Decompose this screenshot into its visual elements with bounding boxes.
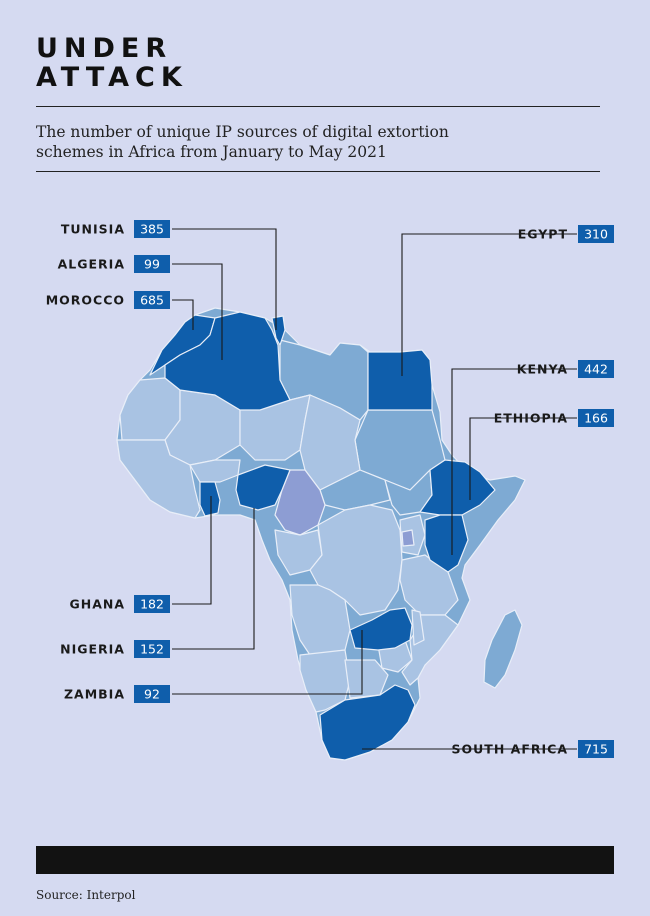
- south-africa: [319, 684, 416, 761]
- value-label: 99: [144, 257, 160, 272]
- title-line-2: ATTACK: [36, 62, 188, 93]
- value-label: 715: [584, 742, 608, 757]
- value-box: [578, 225, 614, 243]
- ghana: [199, 481, 221, 517]
- west-coast: [116, 439, 201, 519]
- mauritania: [119, 377, 181, 441]
- value-label: 152: [140, 642, 164, 657]
- country-label: TUNISIA: [61, 222, 125, 237]
- country-label: ALGERIA: [58, 257, 125, 272]
- leader-line: [469, 417, 577, 500]
- rwanda: [401, 529, 415, 547]
- value-box: [578, 740, 614, 758]
- callout-south-africa: 715 SOUTH AFRICA: [362, 740, 614, 758]
- subtitle-divider: [36, 171, 600, 172]
- callout-nigeria: 152 NIGERIA: [60, 508, 255, 658]
- callout-zambia: 92 ZAMBIA: [64, 630, 363, 703]
- algeria: [164, 311, 291, 411]
- malawi: [411, 609, 425, 646]
- value-box: [134, 640, 170, 658]
- subtitle: The number of unique IP sources of digit…: [36, 122, 556, 162]
- leader-line: [172, 263, 223, 360]
- value-box: [134, 685, 170, 703]
- value-label: 166: [584, 411, 608, 426]
- value-label: 685: [140, 293, 164, 308]
- callout-tunisia: 385 TUNISIA: [61, 220, 277, 330]
- kenya: [424, 514, 469, 573]
- value-box: [134, 595, 170, 613]
- angola: [289, 584, 351, 656]
- callout-ghana: 182 GHANA: [69, 496, 212, 613]
- source-note: Source: Interpol: [36, 888, 136, 902]
- leader-line: [451, 368, 577, 555]
- ethiopia: [419, 459, 496, 516]
- nigeria: [235, 464, 291, 511]
- cameroon: [274, 469, 326, 536]
- country-label: GHANA: [69, 597, 125, 612]
- value-label: 442: [584, 362, 608, 377]
- country-label: KENYA: [517, 362, 568, 377]
- zambia: [349, 607, 413, 651]
- value-box: [578, 409, 614, 427]
- callout-morocco: 685 MOROCCO: [46, 291, 194, 330]
- leader-line: [172, 496, 212, 605]
- botswana: [344, 659, 389, 699]
- callout-ethiopia: 166 ETHIOPIA: [469, 409, 614, 500]
- map-countries: [116, 307, 526, 761]
- value-box: [134, 255, 170, 273]
- drc: [309, 504, 403, 616]
- value-label: 385: [140, 222, 164, 237]
- callout-egypt: 310 EGYPT: [401, 225, 614, 376]
- value-box: [578, 360, 614, 378]
- madagascar: [483, 609, 523, 689]
- callout-labels: 385 TUNISIA 99 ALGERIA 685 MOROCCO 310 EGYPT 442…: [46, 220, 614, 758]
- title-line-1: UNDER: [36, 33, 173, 64]
- subtitle-line-2: schemes in Africa from January to May 20…: [36, 143, 387, 161]
- egypt: [367, 349, 433, 411]
- value-label: 310: [584, 227, 608, 242]
- page-title: UNDER ATTACK: [36, 34, 188, 92]
- callout-algeria: 99 ALGERIA: [58, 255, 223, 360]
- callout-kenya: 442 KENYA: [451, 360, 614, 555]
- value-label: 92: [144, 687, 160, 702]
- leader-line: [172, 630, 363, 695]
- leader-line: [172, 299, 194, 330]
- subtitle-line-1: The number of unique IP sources of digit…: [36, 123, 449, 141]
- country-label: EGYPT: [518, 227, 568, 242]
- value-box: [134, 220, 170, 238]
- value-label: 182: [140, 597, 164, 612]
- country-label: ETHIOPIA: [494, 411, 568, 426]
- leader-line: [172, 228, 277, 330]
- leader-line: [401, 233, 577, 376]
- country-label: NIGERIA: [60, 642, 125, 657]
- country-label: SOUTH AFRICA: [452, 742, 568, 757]
- value-box: [134, 291, 170, 309]
- top-divider: [36, 106, 600, 107]
- leader-line: [172, 508, 255, 650]
- footer-bar: [36, 846, 614, 874]
- tunisia: [271, 315, 286, 346]
- country-label: ZAMBIA: [64, 687, 125, 702]
- country-label: MOROCCO: [46, 293, 125, 308]
